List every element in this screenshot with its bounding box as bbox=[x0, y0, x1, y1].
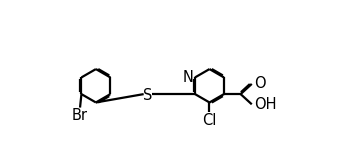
Text: Cl: Cl bbox=[202, 113, 217, 128]
Text: S: S bbox=[143, 89, 153, 103]
Text: OH: OH bbox=[253, 97, 276, 112]
Text: Br: Br bbox=[72, 109, 88, 123]
Text: N: N bbox=[182, 70, 193, 85]
Text: O: O bbox=[253, 76, 265, 91]
